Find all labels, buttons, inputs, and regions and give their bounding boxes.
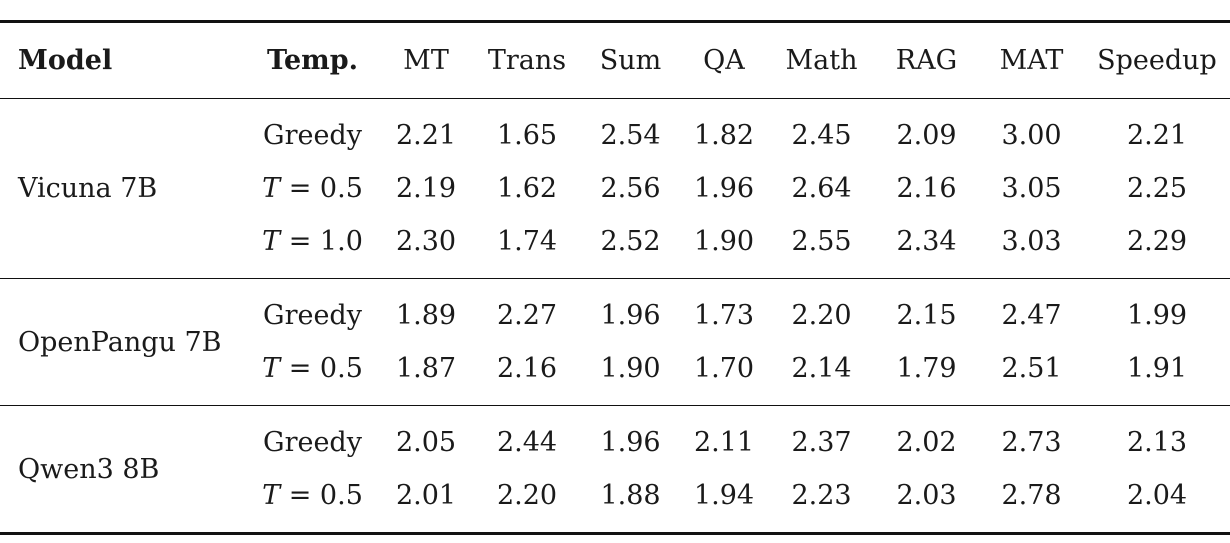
table-row: OpenPangu 7B Greedy 1.89 2.27 1.96 1.73 2.20 2.… [0, 279, 1230, 358]
value-cell: 2.56 [600, 173, 661, 204]
value-cell: 1.99 [1126, 300, 1188, 331]
header-temp: Temp. [266, 45, 359, 76]
value-cell: 2.44 [496, 427, 558, 458]
model-group: Vicuna 7B Greedy 2.21 1.65 2.54 1.82 2.45 2.09 3… [0, 99, 1230, 279]
table-row: T = 1.0 2.30 1.74 2.52 1.90 2.55 2.34 3.03 2.29 [0, 215, 1230, 279]
value-cell: 3.00 [1001, 120, 1062, 151]
value-cell: 2.04 [1126, 480, 1188, 511]
value-cell: 2.21 [395, 120, 457, 151]
value-cell: 2.05 [395, 427, 457, 458]
value-cell: 1.87 [395, 353, 457, 384]
value-cell: 1.96 [600, 300, 661, 331]
value-cell: 1.96 [693, 173, 755, 204]
header-model: Model [18, 45, 113, 76]
header-sum: Sum [599, 45, 662, 76]
value-cell: 1.74 [496, 226, 558, 257]
value-cell: 2.02 [896, 427, 957, 458]
model-name-cell: Vicuna 7B [18, 173, 158, 204]
value-cell: 1.62 [496, 173, 558, 204]
header-speedup: Speedup [1097, 45, 1217, 76]
header-math: Math [785, 45, 858, 76]
header-row: Model Temp. MT Trans Sum QA Math RAG MAT… [0, 21, 1230, 99]
value-cell: 2.45 [791, 120, 852, 151]
value-cell: 2.73 [1001, 427, 1062, 458]
value-cell: 2.16 [496, 353, 558, 384]
value-cell: 2.13 [1126, 427, 1188, 458]
value-cell: 2.23 [791, 480, 852, 511]
value-cell: 1.90 [693, 226, 755, 257]
table-row: Qwen3 8B Greedy 2.05 2.44 1.96 2.11 2.37 2.02 2.… [0, 406, 1230, 485]
value-cell: 2.19 [395, 173, 457, 204]
temperature-cell: T = 1.0 [262, 226, 363, 257]
temperature-cell: T = 0.5 [262, 480, 363, 511]
header-qa: QA [703, 45, 745, 76]
value-cell: 2.11 [693, 427, 755, 458]
value-cell: 2.01 [395, 480, 457, 511]
value-cell: 3.03 [1001, 226, 1062, 257]
value-cell: 2.29 [1126, 226, 1188, 257]
header-trans: Trans [487, 45, 567, 76]
value-cell: 2.51 [1001, 353, 1062, 384]
value-cell: 2.34 [896, 226, 957, 257]
value-cell: 2.54 [600, 120, 661, 151]
table-row: Vicuna 7B Greedy 2.21 1.65 2.54 1.82 2.45 2.09 3… [0, 99, 1230, 204]
value-cell: 2.20 [791, 300, 852, 331]
model-group: OpenPangu 7B Greedy 1.89 2.27 1.96 1.73 2.20 2.… [0, 279, 1230, 406]
model-name-cell: OpenPangu 7B [18, 326, 222, 358]
value-cell: 2.16 [896, 173, 957, 204]
results-table-container: Model Temp. MT Trans Sum QA Math RAG MAT… [0, 20, 1230, 535]
value-cell: 3.05 [1001, 173, 1062, 204]
value-cell: 2.30 [395, 226, 457, 257]
value-cell: 2.47 [1001, 300, 1062, 331]
value-cell: 1.96 [600, 427, 661, 458]
value-cell: 1.88 [600, 480, 661, 511]
temperature-cell: T = 0.5 [262, 353, 363, 384]
value-cell: 1.73 [693, 300, 755, 331]
value-cell: 2.15 [896, 300, 957, 331]
results-table: Model Temp. MT Trans Sum QA Math RAG MAT… [0, 20, 1230, 535]
temperature-cell: Greedy [263, 120, 362, 151]
header-mat: MAT [999, 45, 1064, 76]
header-mt: MT [403, 45, 449, 76]
value-cell: 1.82 [693, 120, 755, 151]
temperature-cell: T = 0.5 [262, 173, 363, 204]
header-rag: RAG [895, 45, 958, 76]
temperature-cell: Greedy [263, 300, 362, 331]
value-cell: 1.94 [693, 480, 755, 511]
value-cell: 2.25 [1126, 173, 1188, 204]
value-cell: 2.52 [600, 226, 661, 257]
value-cell: 2.03 [896, 480, 957, 511]
temperature-cell: Greedy [263, 427, 362, 458]
value-cell: 2.27 [496, 300, 558, 331]
table-row: T = 0.5 2.19 1.62 2.56 1.96 2.64 2.16 3.05 2.25 [0, 162, 1230, 215]
model-group: Qwen3 8B Greedy 2.05 2.44 1.96 2.11 2.37 2.02 2.… [0, 406, 1230, 534]
value-cell: 2.55 [791, 226, 852, 257]
value-cell: 1.70 [693, 353, 755, 384]
value-cell: 1.90 [600, 353, 661, 384]
value-cell: 1.89 [395, 300, 457, 331]
value-cell: 2.64 [791, 173, 852, 204]
value-cell: 1.91 [1126, 353, 1188, 384]
value-cell: 1.79 [896, 353, 957, 384]
model-name-cell: Qwen3 8B [18, 453, 160, 485]
value-cell: 2.78 [1001, 480, 1062, 511]
value-cell: 1.65 [496, 120, 558, 151]
value-cell: 2.37 [791, 427, 852, 458]
value-cell: 2.21 [1126, 120, 1188, 151]
table-row: T = 0.5 1.87 2.16 1.90 1.70 2.14 1.79 2.51 1.91 [0, 342, 1230, 406]
value-cell: 2.09 [896, 120, 957, 151]
value-cell: 2.14 [791, 353, 852, 384]
value-cell: 2.20 [496, 480, 558, 511]
table-row: T = 0.5 2.01 2.20 1.88 1.94 2.23 2.03 2.78 2.04 [0, 469, 1230, 534]
